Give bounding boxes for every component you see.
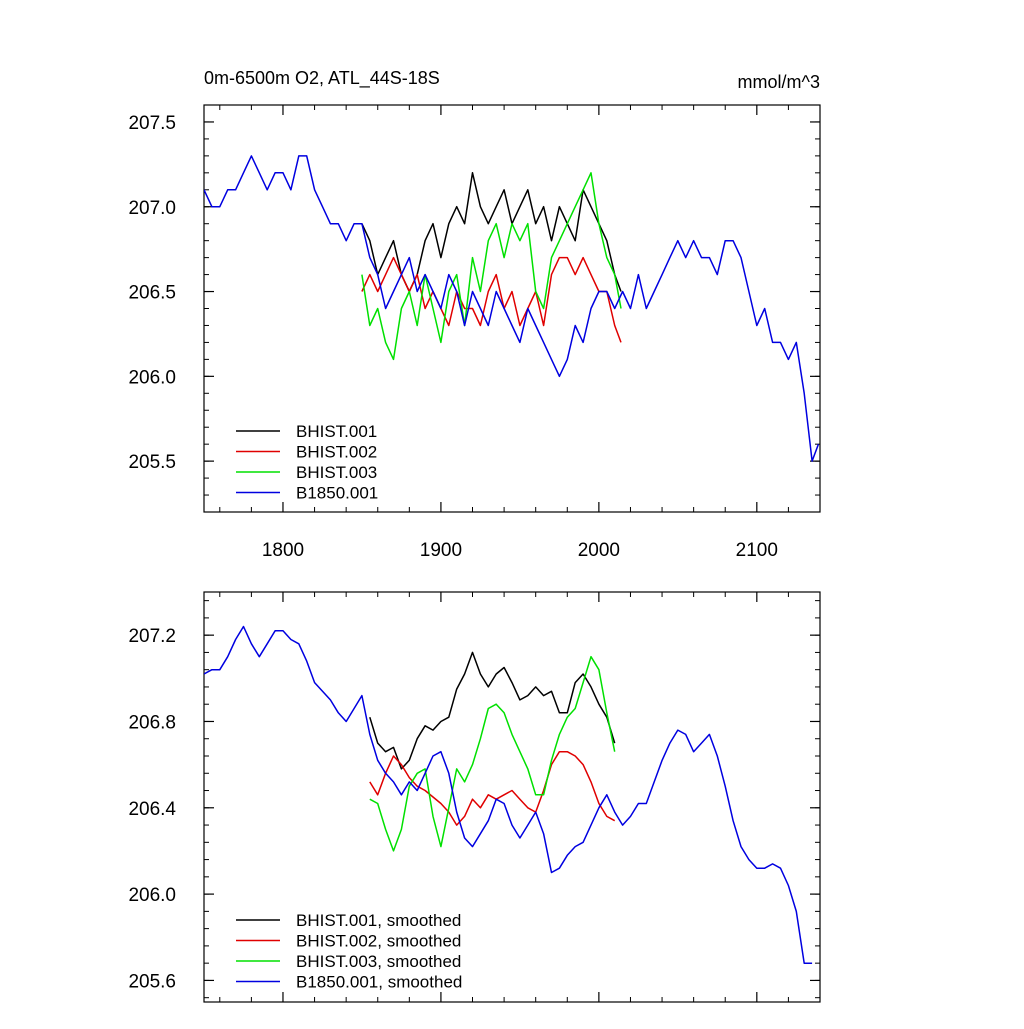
legend-label: BHIST.002, smoothed xyxy=(296,932,461,951)
x-tick-label: 2000 xyxy=(578,540,620,561)
x-tick-label: 2100 xyxy=(736,540,778,561)
top-panel: 0m-6500m O2, ATL_44S-18S mmol/m^3 1800 19… xyxy=(128,68,821,561)
legend-label: BHIST.002 xyxy=(296,443,377,462)
y-tick-label: 206.0 xyxy=(128,885,176,906)
y-tick-label: 207.0 xyxy=(128,198,176,219)
y-tick-label: 206.5 xyxy=(128,283,176,304)
units-label: mmol/m^3 xyxy=(738,72,820,92)
y-tick-label: 206.4 xyxy=(128,799,176,820)
series-line-bhist-003-smoothed xyxy=(369,655,616,852)
y-tick-label: 205.6 xyxy=(128,971,176,992)
legend-label: BHIST.001 xyxy=(296,422,377,441)
legend-label: BHIST.003 xyxy=(296,463,377,482)
y-tick-label: 205.5 xyxy=(128,452,176,473)
series-line-b1850-001-smoothed xyxy=(204,625,813,964)
x-tick-label: 1800 xyxy=(262,540,304,561)
bottom-panel: 205.6 206.0 206.4 206.8 207.2 BHIST.001, smoo… xyxy=(128,591,821,1003)
plot-frame xyxy=(203,591,821,1003)
legend-label: B1850.001, smoothed xyxy=(296,973,462,992)
legend-label: BHIST.003, smoothed xyxy=(296,952,461,971)
series-line-bhist-002 xyxy=(361,256,622,343)
series-line-bhist-001-smoothed xyxy=(369,651,616,770)
legend-label: B1850.001 xyxy=(296,484,378,503)
chart-title: 0m-6500m O2, ATL_44S-18S xyxy=(204,68,440,89)
series-line-bhist-003 xyxy=(361,172,622,361)
y-tick-label: 206.0 xyxy=(128,367,176,388)
y-tick-label: 206.8 xyxy=(128,712,176,733)
y-tick-label: 207.2 xyxy=(128,626,176,647)
x-tick-label: 1900 xyxy=(420,540,462,561)
y-tick-label: 207.5 xyxy=(128,113,176,134)
series-line-bhist-002-smoothed xyxy=(369,750,616,826)
series-line-b1850-001 xyxy=(204,155,820,462)
legend-label: BHIST.001, smoothed xyxy=(296,911,461,930)
